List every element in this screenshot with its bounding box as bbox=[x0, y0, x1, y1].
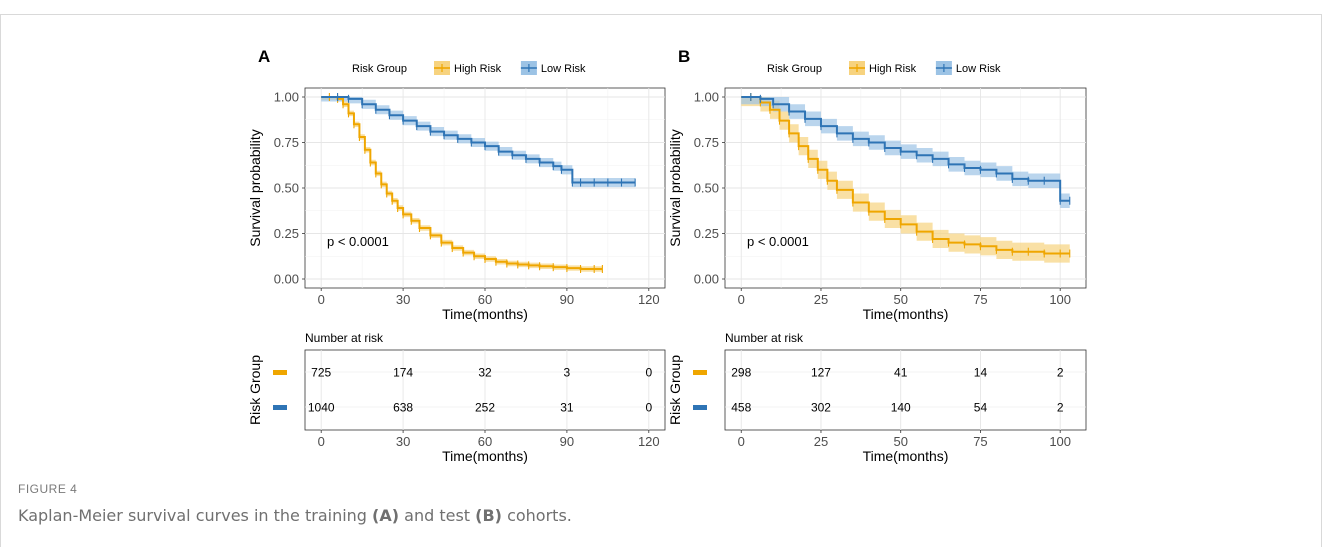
x-tick-label: 30 bbox=[396, 292, 410, 307]
risk-count: 458 bbox=[731, 401, 751, 415]
risk-y-axis-title: Risk Group bbox=[247, 355, 263, 425]
risk-x-tick-label: 100 bbox=[1049, 434, 1071, 449]
x-tick-label: 75 bbox=[973, 292, 987, 307]
y-tick-label: 0.25 bbox=[694, 226, 719, 241]
risk-row-key-low bbox=[693, 405, 707, 410]
risk-count: 0 bbox=[645, 401, 652, 415]
x-tick-label: 60 bbox=[478, 292, 492, 307]
risk-count: 252 bbox=[475, 401, 495, 415]
risk-x-tick-label: 75 bbox=[973, 434, 987, 449]
risk-x-axis-title: Time(months) bbox=[863, 448, 949, 464]
risk-row-key-high bbox=[273, 370, 287, 375]
caption-part-2: (A) bbox=[372, 506, 400, 525]
risk-count: 302 bbox=[811, 401, 831, 415]
y-tick-label: 1.00 bbox=[274, 90, 299, 105]
y-tick-label: 0.50 bbox=[694, 181, 719, 196]
figure-top-rule bbox=[0, 14, 1322, 15]
y-tick-label: 0.75 bbox=[694, 135, 719, 150]
x-axis-title: Time(months) bbox=[442, 306, 528, 322]
risk-count: 1040 bbox=[308, 401, 335, 415]
risk-x-tick-label: 0 bbox=[738, 434, 745, 449]
x-tick-label: 0 bbox=[738, 292, 745, 307]
figure-caption: Kaplan-Meier survival curves in the trai… bbox=[18, 506, 572, 525]
p-value-annotation: p < 0.0001 bbox=[327, 234, 389, 249]
risk-count: 14 bbox=[974, 366, 988, 380]
risk-count: 127 bbox=[811, 366, 831, 380]
x-tick-label: 0 bbox=[318, 292, 325, 307]
caption-part-5: cohorts. bbox=[501, 506, 572, 525]
legend-title: Risk Group bbox=[352, 63, 407, 75]
p-value-annotation: p < 0.0001 bbox=[747, 234, 809, 249]
risk-count: 174 bbox=[393, 366, 413, 380]
risk-table-title: Number at risk bbox=[725, 331, 804, 345]
ci-band-high bbox=[741, 97, 1070, 263]
risk-x-tick-label: 50 bbox=[893, 434, 907, 449]
risk-count: 31 bbox=[560, 401, 574, 415]
y-tick-label: 0.50 bbox=[274, 181, 299, 196]
risk-count: 54 bbox=[974, 401, 988, 415]
x-tick-label: 50 bbox=[893, 292, 907, 307]
risk-x-tick-label: 120 bbox=[638, 434, 660, 449]
risk-row-key-high bbox=[693, 370, 707, 375]
ci-band-high bbox=[321, 97, 603, 272]
risk-x-tick-label: 30 bbox=[396, 434, 410, 449]
risk-x-tick-label: 0 bbox=[318, 434, 325, 449]
x-tick-label: 100 bbox=[1049, 292, 1071, 307]
legend-title: Risk Group bbox=[767, 63, 822, 75]
risk-table-area bbox=[724, 349, 1087, 431]
risk-x-tick-label: 90 bbox=[560, 434, 574, 449]
risk-y-axis-title: Risk Group bbox=[667, 355, 683, 425]
risk-x-axis-title: Time(months) bbox=[442, 448, 528, 464]
legend-label-low: Low Risk bbox=[956, 63, 1001, 75]
panel-label: B bbox=[678, 47, 690, 66]
risk-count: 298 bbox=[731, 366, 751, 380]
km-panel-b: B Risk Group High Risk Low Risk 0 25 50 75 100 0.… bbox=[667, 47, 1087, 464]
legend-label-high: High Risk bbox=[869, 63, 917, 75]
risk-table-title: Number at risk bbox=[305, 331, 384, 345]
risk-count: 140 bbox=[891, 401, 911, 415]
y-tick-label: 0.75 bbox=[274, 135, 299, 150]
y-axis-title: Survival probability bbox=[667, 129, 683, 247]
risk-count: 32 bbox=[478, 366, 492, 380]
panel-label: A bbox=[258, 47, 270, 66]
caption-part-1: Kaplan-Meier survival curves in the trai… bbox=[18, 506, 373, 525]
caption-part-3: and test bbox=[399, 506, 476, 525]
caption-part-4: (B) bbox=[475, 506, 502, 525]
y-tick-label: 0.00 bbox=[694, 272, 719, 287]
x-tick-label: 120 bbox=[638, 292, 660, 307]
figure-left-rule bbox=[0, 14, 1, 547]
risk-count: 3 bbox=[564, 366, 571, 380]
risk-x-tick-label: 60 bbox=[478, 434, 492, 449]
legend-label-low: Low Risk bbox=[541, 63, 586, 75]
risk-count: 2 bbox=[1057, 366, 1064, 380]
risk-count: 638 bbox=[393, 401, 413, 415]
figure-label: FIGURE 4 bbox=[18, 482, 78, 496]
risk-count: 725 bbox=[311, 366, 331, 380]
x-tick-label: 25 bbox=[814, 292, 828, 307]
y-tick-label: 1.00 bbox=[694, 90, 719, 105]
y-tick-label: 0.00 bbox=[274, 272, 299, 287]
risk-row-key-low bbox=[273, 405, 287, 410]
x-axis-title: Time(months) bbox=[863, 306, 949, 322]
y-tick-label: 0.25 bbox=[274, 226, 299, 241]
risk-count: 41 bbox=[894, 366, 908, 380]
x-tick-label: 90 bbox=[560, 292, 574, 307]
risk-x-tick-label: 25 bbox=[814, 434, 828, 449]
risk-count: 2 bbox=[1057, 401, 1064, 415]
risk-count: 0 bbox=[645, 366, 652, 380]
y-axis-title: Survival probability bbox=[247, 129, 263, 247]
legend-label-high: High Risk bbox=[454, 63, 502, 75]
